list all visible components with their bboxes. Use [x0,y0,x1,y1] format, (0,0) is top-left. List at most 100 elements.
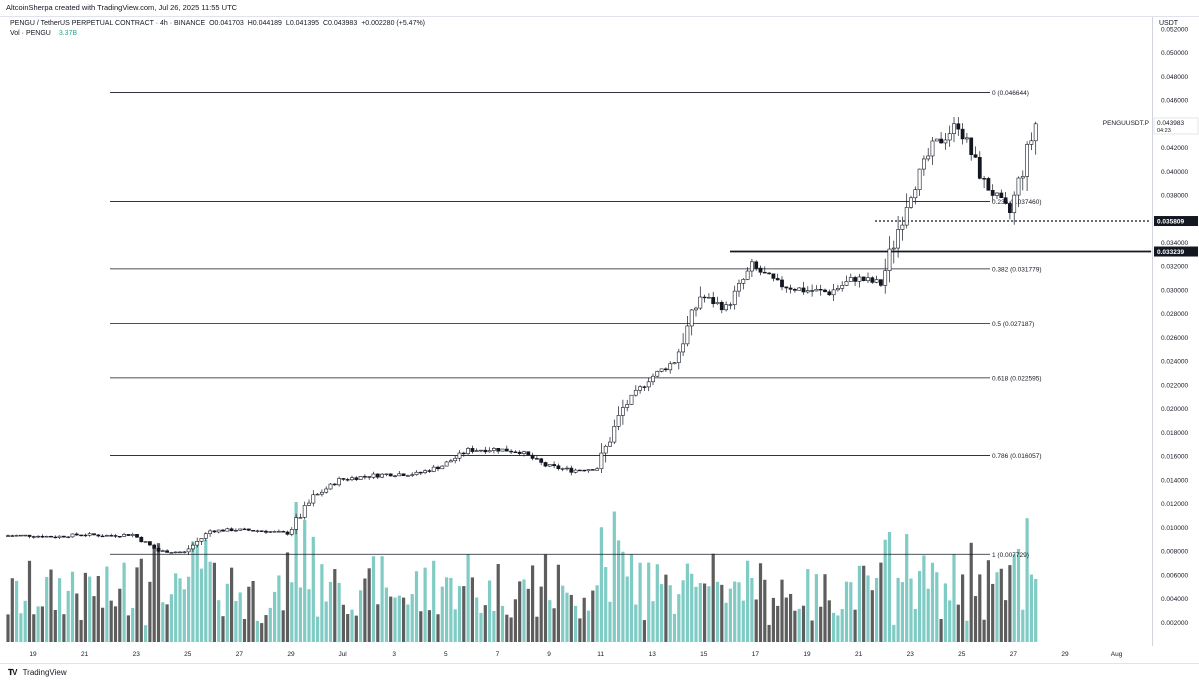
volume-bar [569,594,573,642]
volume-bar [135,567,139,642]
candle [745,270,750,280]
volume-bar [810,620,814,642]
volume-bar [449,577,453,642]
candle [367,476,372,478]
candle [685,325,690,345]
volume-bar [113,606,118,642]
candle [27,534,32,537]
volume-bar [806,569,810,642]
candle [487,450,492,453]
candle [530,454,535,459]
volume-bar [333,569,337,642]
candle [109,535,114,537]
volume-bar [277,575,281,642]
volume-bar [251,580,255,642]
candle [298,517,303,519]
candle [57,535,62,538]
candle [883,270,888,286]
volume-bar [19,613,23,642]
candle [1012,194,1017,213]
volume-bar [561,585,565,642]
candle [474,450,479,452]
candle [203,533,208,539]
candle [792,289,797,291]
x-tick-label: 21 [855,651,863,658]
candle [758,267,763,273]
candle [823,289,827,293]
volume-bar [324,601,328,642]
volume-bar [389,596,393,642]
volume-bar [694,586,698,642]
y-tick-label: 0.052000 [1161,26,1188,33]
candle [31,536,36,538]
volume-bar [105,566,109,642]
candle [861,276,866,282]
candle [595,468,600,471]
volume-bar [122,562,126,642]
candle [195,541,200,546]
x-tick-label: 7 [496,651,500,658]
volume-bar [832,612,836,642]
volume-bar [195,545,199,642]
price-chart[interactable]: 0 (0.046644) 0.236 (0.037460) 0.382 (0.031… [5,17,1151,646]
candle [982,178,987,180]
x-tick-label: 5 [444,651,448,658]
candle [702,296,707,299]
symbol-legend[interactable]: PENGU / TetherUS PERPETUAL CONTRACT · 4h… [10,20,427,27]
candle [711,297,716,305]
volume-bar [741,600,745,642]
candle [10,535,15,537]
candle [939,138,944,144]
volume-label[interactable]: Vol · PENGU [10,30,51,37]
tradingview-brand[interactable]: 𝐓V TradingView [8,668,67,678]
candle [238,528,243,531]
volume-bar [492,610,496,642]
x-tick-label: Aug [1111,651,1123,658]
candle [522,451,526,454]
candle [638,386,643,391]
volume-bar [199,568,204,642]
x-tick-label: 27 [236,651,244,658]
volume-bar [655,564,659,642]
volume-bar [139,558,143,642]
candle [444,461,449,467]
candle [36,535,41,538]
candle [418,471,423,474]
x-tick-label: 15 [700,651,708,658]
candle [857,276,862,282]
volume-bar [784,597,788,642]
y-tick-label: 0.004000 [1161,596,1188,603]
candle [388,473,393,477]
time-axis[interactable]: 19 21 23 25 27 29 Jul 3 5 7 9 11 13 15 17 19 21 23 25 27 29 A… [5,646,1151,662]
y-tick-label: 0.034000 [1161,240,1188,247]
candle [805,290,810,293]
candle [681,343,686,353]
y-tick-label: 0.046000 [1161,98,1188,105]
volume-bar [281,610,285,642]
volume-bar [965,620,969,642]
volume-bar [488,580,492,642]
volume-bar [234,601,238,642]
candle [148,541,152,546]
volume-bar [307,589,311,642]
symbol-name[interactable]: PENGU / TetherUS PERPETUAL CONTRACT · 4h… [10,20,206,27]
volume-bar [935,572,939,642]
candle [921,158,926,170]
x-tick-label: 25 [184,651,192,658]
candle [384,473,389,475]
candle [784,286,789,289]
candle [294,517,299,530]
candle [246,528,251,531]
candle [577,469,582,472]
volume-bar [161,602,165,642]
solid-level-tag: 0.033239 [1157,249,1184,256]
candle [672,362,677,365]
candle [354,477,359,480]
volume-bar [208,561,212,642]
price-tag-value: 0.043983 [1157,120,1184,127]
volume-bar [582,597,586,642]
volume-bar [939,618,943,642]
volume-legend[interactable]: Vol · PENGU 3.37B [10,30,77,37]
volume-bar [819,606,823,642]
